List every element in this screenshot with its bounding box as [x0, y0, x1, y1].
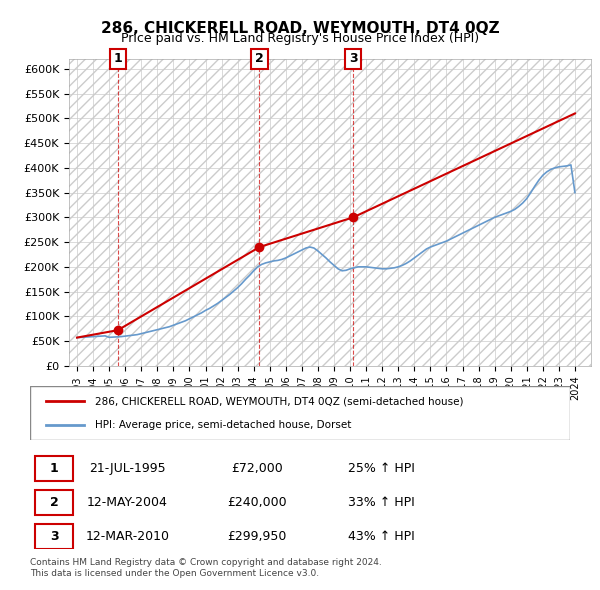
- Text: Price paid vs. HM Land Registry's House Price Index (HPI): Price paid vs. HM Land Registry's House …: [121, 32, 479, 45]
- Text: £72,000: £72,000: [231, 461, 283, 475]
- Text: £299,950: £299,950: [227, 530, 286, 543]
- Text: £240,000: £240,000: [227, 496, 287, 509]
- Text: 21-JUL-1995: 21-JUL-1995: [89, 461, 166, 475]
- Text: 2: 2: [255, 53, 264, 65]
- Text: 25% ↑ HPI: 25% ↑ HPI: [347, 461, 415, 475]
- Text: 286, CHICKERELL ROAD, WEYMOUTH, DT4 0QZ (semi-detached house): 286, CHICKERELL ROAD, WEYMOUTH, DT4 0QZ …: [95, 396, 463, 407]
- Text: HPI: Average price, semi-detached house, Dorset: HPI: Average price, semi-detached house,…: [95, 419, 351, 430]
- Text: 3: 3: [349, 53, 358, 65]
- Text: 1: 1: [50, 461, 59, 475]
- Text: 33% ↑ HPI: 33% ↑ HPI: [347, 496, 415, 509]
- FancyBboxPatch shape: [35, 455, 73, 480]
- Text: 43% ↑ HPI: 43% ↑ HPI: [347, 530, 415, 543]
- Text: 1: 1: [113, 53, 122, 65]
- Text: 12-MAY-2004: 12-MAY-2004: [87, 496, 167, 509]
- Text: 2: 2: [50, 496, 59, 509]
- Text: This data is licensed under the Open Government Licence v3.0.: This data is licensed under the Open Gov…: [30, 569, 319, 578]
- Text: 3: 3: [50, 530, 59, 543]
- Text: 286, CHICKERELL ROAD, WEYMOUTH, DT4 0QZ: 286, CHICKERELL ROAD, WEYMOUTH, DT4 0QZ: [101, 21, 499, 35]
- Text: 12-MAR-2010: 12-MAR-2010: [85, 530, 169, 543]
- FancyBboxPatch shape: [35, 490, 73, 514]
- FancyBboxPatch shape: [30, 386, 570, 440]
- Text: Contains HM Land Registry data © Crown copyright and database right 2024.: Contains HM Land Registry data © Crown c…: [30, 558, 382, 566]
- FancyBboxPatch shape: [35, 524, 73, 549]
